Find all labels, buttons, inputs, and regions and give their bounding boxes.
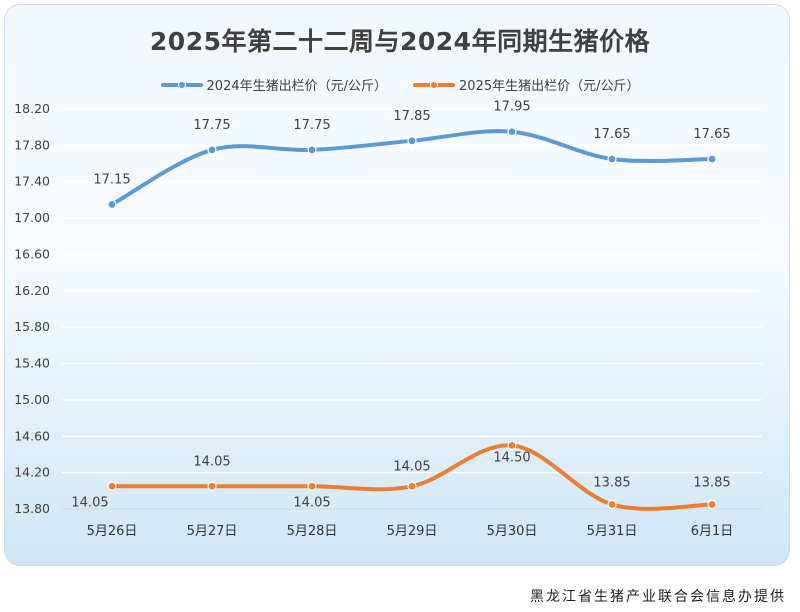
- data-label: 17.65: [593, 127, 630, 142]
- x-tick-label: 5月28日: [287, 524, 338, 539]
- data-label: 17.85: [393, 109, 430, 124]
- y-tick-label: 13.80: [14, 501, 50, 516]
- x-tick-label: 5月27日: [187, 524, 238, 539]
- data-point-2024: [607, 154, 617, 164]
- x-tick-label: 5月30日: [487, 524, 538, 539]
- data-point-2025: [107, 481, 117, 491]
- legend-label-2025: 2025年生猪出栏价（元/公斤）: [459, 79, 640, 94]
- source-credit: 黑龙江省生猪产业联合会信息办提供: [530, 589, 786, 605]
- data-label: 14.05: [393, 459, 430, 474]
- data-point-2025: [707, 499, 717, 510]
- y-tick-label: 14.60: [14, 428, 50, 443]
- data-point-2025: [407, 481, 417, 491]
- y-tick-label: 16.60: [14, 246, 50, 261]
- data-point-2025: [607, 499, 617, 510]
- data-point-2024: [307, 145, 317, 155]
- legend-item-2025[interactable]: 2025年生猪出栏价（元/公斤）: [413, 75, 639, 94]
- chart-legend: 2024年生猪出栏价（元/公斤） 2025年生猪出栏价（元/公斤）: [0, 75, 800, 94]
- data-point-2024: [707, 154, 717, 164]
- x-tick-label: 5月31日: [587, 524, 638, 539]
- legend-label-2024: 2024年生猪出栏价（元/公斤）: [206, 79, 387, 94]
- data-label: 17.75: [193, 118, 230, 133]
- data-label: 17.15: [93, 172, 130, 187]
- y-tick-label: 14.20: [14, 465, 50, 480]
- data-point-2024: [107, 199, 117, 210]
- data-point-2025: [207, 481, 217, 491]
- data-point-2024: [407, 136, 417, 146]
- data-label: 13.85: [693, 475, 730, 490]
- x-tick-label: 5月29日: [387, 524, 438, 539]
- data-point-2025: [507, 440, 517, 450]
- data-label: 14.05: [193, 454, 230, 469]
- data-point-2024: [207, 145, 217, 155]
- data-label: 17.95: [493, 100, 530, 115]
- data-label: 17.75: [293, 118, 330, 133]
- y-tick-label: 15.00: [14, 392, 50, 407]
- y-tick-label: 17.00: [14, 210, 50, 225]
- y-tick-label: 17.40: [14, 174, 50, 189]
- legend-item-2024[interactable]: 2024年生猪出栏价（元/公斤）: [160, 75, 387, 94]
- data-label: 14.05: [293, 495, 330, 510]
- chart-title: 2025年第二十二周与2024年同期生猪价格: [149, 27, 651, 56]
- legend-swatch-2024: [160, 80, 203, 90]
- x-tick-label: 6月1日: [691, 524, 734, 539]
- data-point-2024: [507, 127, 517, 137]
- legend-swatch-2025: [413, 80, 455, 90]
- x-tick-label: 5月26日: [87, 524, 138, 539]
- y-tick-label: 18.20: [14, 101, 50, 116]
- data-label: 17.65: [693, 127, 730, 142]
- y-tick-label: 17.80: [14, 137, 50, 152]
- data-label: 14.05: [71, 495, 108, 510]
- data-point-2025: [307, 481, 317, 491]
- y-tick-label: 15.40: [14, 356, 50, 371]
- y-tick-label: 15.80: [14, 319, 50, 334]
- y-tick-label: 16.20: [14, 283, 50, 298]
- data-label: 13.85: [593, 475, 630, 490]
- data-label: 14.50: [493, 450, 530, 465]
